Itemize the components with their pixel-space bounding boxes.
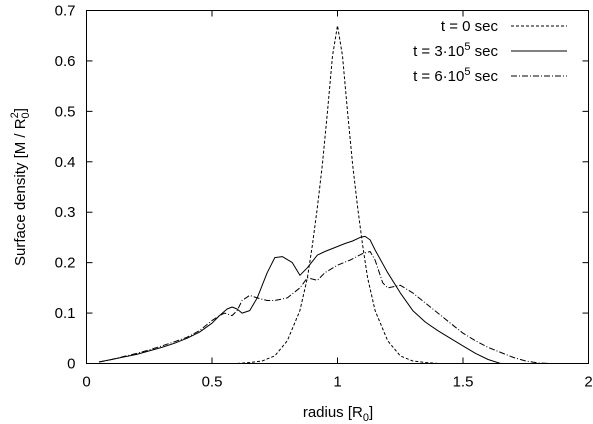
legend-label-2: t = 6·105 sec (413, 66, 498, 85)
y-axis-title: Surface density [M / R02] (9, 108, 32, 266)
legend: t = 0 sec t = 3·105 sec t = 6·105 sec (413, 18, 567, 85)
series-line-1 (98, 235, 501, 364)
y-tick-label: 0.4 (55, 154, 76, 171)
y-tick-label: 0.6 (55, 53, 76, 70)
x-tick-label: 1 (333, 374, 341, 391)
axis-ticks: 0 0.5 1 1.5 2 0 0.1 0.2 0.3 0.4 0.5 0.6 0.7 (55, 3, 593, 391)
x-axis-title: radius [R0] (303, 404, 373, 424)
series-line-0 (237, 25, 438, 364)
y-tick-label: 0.1 (55, 305, 76, 322)
y-tick-label: 0.2 (55, 255, 76, 272)
x-tick-label: 1.5 (453, 374, 474, 391)
x-tick-label: 2 (584, 374, 592, 391)
series-line-2 (98, 251, 551, 364)
series-lines (98, 25, 551, 364)
legend-label-1: t = 3·105 sec (413, 41, 498, 60)
y-tick-label: 0 (67, 356, 75, 373)
y-tick-label: 0.5 (55, 103, 76, 120)
x-tick-label: 0.5 (202, 374, 223, 391)
x-tick-label: 0 (82, 374, 90, 391)
plot-frame (86, 10, 589, 364)
legend-label-0: t = 0 sec (441, 18, 499, 35)
y-tick-label: 0.3 (55, 204, 76, 221)
y-tick-label: 0.7 (55, 3, 76, 20)
